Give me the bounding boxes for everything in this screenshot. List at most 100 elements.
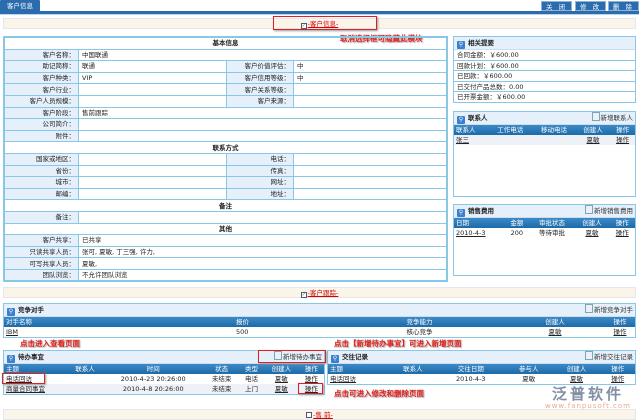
column-header: 审批状态 (529, 218, 575, 228)
tab-bar-line (0, 11, 639, 14)
section-toggle-customer-tracking[interactable]: -客户跟踪- (307, 289, 339, 297)
operate-link[interactable]: 操作 (613, 328, 627, 336)
checkbox-icon[interactable]: ✓ (300, 292, 307, 298)
column-header: 联系人 (388, 364, 437, 374)
column-header: 创建人 (552, 364, 601, 374)
operate-link[interactable]: 操作 (610, 135, 635, 145)
field-label: 城市： (4, 176, 79, 189)
creator-link[interactable]: 夏敏 (575, 135, 611, 145)
creator-link[interactable]: 夏敏 (585, 229, 599, 237)
todo-link[interactable]: 电话回访 (6, 375, 32, 383)
annotation-edit-delete: 点击可进入修改和删除页面 (334, 389, 424, 398)
competitors-panel: ⚲ 竞争对手 新增竞争对手 对手名称 报价 竞争能力 创建人 操作 IBM 500 核心竞争 夏敏… (3, 303, 636, 338)
section-heading: 备注 (4, 199, 447, 212)
add-competitor-button[interactable]: 新增竞争对手 (585, 304, 633, 317)
field-label: 地址： (226, 187, 294, 201)
cell (389, 374, 437, 384)
field-label: 客户行业： (4, 83, 79, 96)
column-header: 金额 (504, 218, 530, 228)
checkbox-icon[interactable] (306, 412, 313, 418)
column-header: 创建人 (575, 125, 611, 135)
delete-button[interactable]: 删 除 (608, 1, 639, 11)
column-header: 时间 (102, 364, 205, 374)
panel-title: 销售费用 (468, 207, 494, 215)
column-header: 竞争能力 (334, 317, 505, 327)
creator-link[interactable]: 夏敏 (570, 375, 584, 383)
search-icon: ⚲ (7, 355, 15, 363)
field-value: 售前跟踪 (78, 106, 447, 120)
column-header: 操作 (609, 218, 635, 228)
field-value: 已共享 (78, 234, 447, 247)
section-heading: 联系方式 (4, 141, 447, 154)
operate-link[interactable]: 操作 (298, 384, 324, 394)
panel-title: 相关提要 (468, 39, 494, 47)
table-row: 电话回访 2010-4-23 20:26:00 未结束 电话 夏敏 操作 (4, 374, 324, 384)
summary-item: 已回款：￥600.00 (454, 71, 635, 82)
cell: 夏敏 (522, 375, 536, 383)
field-value: VIP (78, 71, 227, 85)
section-heading: 基本信息 (4, 37, 447, 50)
creator-link[interactable]: 夏敏 (264, 384, 299, 394)
cell: 上门 (238, 384, 265, 394)
panel-header: ⚲ 交往记录 新增交往记录 (328, 351, 635, 364)
field-label: 公司简介： (4, 118, 79, 131)
contact-link[interactable]: 张三 (454, 135, 489, 145)
field-value (293, 94, 447, 108)
section-toggle-customer-info[interactable]: -客户信息- (307, 20, 339, 28)
cell: 2010-4-3 (456, 375, 486, 383)
panel-title: 交往记录 (342, 353, 368, 361)
operate-link[interactable]: 操作 (611, 375, 625, 383)
column-header: 创建人 (574, 218, 610, 228)
todo-link[interactable]: 商量合同事宜 (4, 384, 68, 394)
panel-header: ⚲ 相关提要 (454, 37, 635, 50)
edit-button[interactable]: 修 改 (575, 1, 606, 11)
creator-link[interactable]: 夏敏 (274, 375, 288, 383)
summary-panel: ⚲ 相关提要 合同金额：￥600.00 回款计划：￥600.00 已回款：￥600… (453, 36, 636, 103)
field-label: 客户名称： (4, 48, 79, 62)
field-value (293, 176, 447, 189)
cell: 未结束 (211, 375, 232, 383)
field-value (293, 83, 447, 96)
add-contact-button[interactable]: 新增联系人 (592, 112, 634, 125)
section-toggle-presales[interactable]: -售 前- (313, 411, 333, 419)
column-header: 工作电话 (488, 125, 533, 135)
cell: 500 (236, 328, 249, 336)
field-label: 国家或地区： (4, 152, 79, 166)
panel-title: 联系人 (468, 114, 488, 122)
creator-link[interactable]: 夏敏 (548, 328, 562, 336)
operate-link[interactable]: 操作 (304, 375, 318, 383)
field-label: 客户价值评估： (226, 60, 294, 73)
close-button[interactable]: 关 闭 (541, 1, 572, 11)
operate-link[interactable]: 操作 (615, 229, 629, 237)
field-label: 邮编： (4, 187, 79, 201)
watermark-logo: 泛普软件 www.fanpusoft.com (545, 386, 631, 410)
column-header: 操作 (298, 364, 324, 374)
field-value: 中 (293, 71, 447, 85)
cell: 等待审批 (538, 229, 565, 237)
tab-bar-line2 (0, 14, 639, 15)
field-value: 联通 (78, 60, 227, 73)
field-value: 张可, 夏敏, 丁三强, 许力, (78, 245, 447, 259)
panel-title: 竞争对手 (18, 306, 44, 314)
tab-customer-info[interactable]: 客户信息 (0, 0, 40, 12)
checkbox-icon[interactable]: ✓ (300, 23, 307, 29)
field-label: 客户种类： (4, 71, 79, 85)
column-header: 主题 (328, 364, 389, 374)
add-todo-button[interactable]: 新增待办事宜 (274, 351, 322, 364)
field-value (78, 94, 227, 108)
field-label: 省份： (4, 164, 79, 178)
customer-info-table: 基本信息 客户名称： 中国联通 助记简称： 联通 客户价值评估：中 客户种类： VIP 客… (3, 36, 448, 283)
record-link[interactable]: 电话回访 (330, 375, 356, 383)
annotation-box (258, 350, 326, 363)
field-label: 备注： (4, 210, 79, 224)
add-record-button[interactable]: 新增交往记录 (585, 351, 633, 364)
cell: 电话 (245, 375, 258, 383)
column-header: 状态 (204, 364, 239, 374)
cell (67, 384, 103, 394)
competitor-link[interactable]: IBM (6, 328, 18, 336)
expense-link[interactable]: 2010-4-3 (456, 229, 486, 237)
records-panel: ⚲ 交往记录 新增交往记录 主题 联系人 交往日期 参与人 创建人 操作 电话回访 2010-4… (327, 350, 636, 385)
add-expense-button[interactable]: 新增销售费用 (585, 205, 633, 218)
table-row: 2010-4-3 200 等待审批 夏敏 操作 (454, 228, 635, 238)
table-row: 张三 夏敏 操作 (454, 135, 635, 145)
